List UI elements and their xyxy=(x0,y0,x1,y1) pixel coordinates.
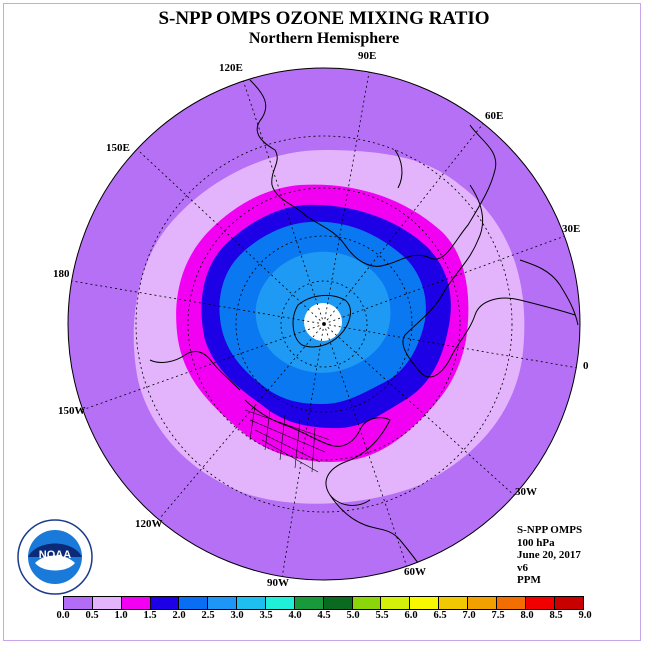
colorbar-segment xyxy=(150,597,180,609)
colorbar-tick-label: 0.0 xyxy=(56,610,70,621)
colorbar-segment xyxy=(64,597,93,609)
central-america-coastline xyxy=(329,494,431,580)
info-date: June 20, 2017 xyxy=(517,549,581,561)
info-version: v6 xyxy=(517,561,528,574)
colorbar-tick-label: 3.0 xyxy=(230,610,244,621)
colorbar-segment xyxy=(208,597,238,609)
colorbar-tick-label: 7.5 xyxy=(491,610,505,621)
colorbar-tick-label: 1.0 xyxy=(114,610,128,621)
info-level: 100 hPa xyxy=(517,536,555,549)
usa-state-grid xyxy=(244,404,331,473)
logo-text: NOAA xyxy=(39,549,71,561)
colorbar-segment xyxy=(266,597,295,609)
colorbar-segment xyxy=(121,597,151,609)
lon-label-60w: 60W xyxy=(404,566,426,578)
colorbar-tick-label: 8.5 xyxy=(549,610,563,621)
africa-coastline xyxy=(519,259,579,326)
alaska-coastline xyxy=(149,351,241,391)
colorbar-tick-label: 2.5 xyxy=(201,610,215,621)
colorbar-segment xyxy=(525,597,555,609)
colorbar-segment xyxy=(496,597,526,609)
figure-frame xyxy=(3,3,641,641)
lon-label-120w: 120W xyxy=(135,518,163,530)
colorbar xyxy=(63,596,585,610)
colorbar-tick-label: 5.0 xyxy=(346,610,360,621)
colorbar-tick-label: 8.0 xyxy=(520,610,534,621)
info-instrument: S-NPP OMPS xyxy=(517,524,583,536)
colorbar-segment xyxy=(237,597,267,609)
lon-label-150e: 150E xyxy=(106,142,130,154)
colorbar-tick-label: 3.5 xyxy=(259,610,273,621)
noaa-logo: NOAA xyxy=(17,519,93,595)
latitude-circles xyxy=(135,135,513,513)
lon-label-150w: 150W xyxy=(58,405,86,417)
lon-label-30w: 30W xyxy=(515,486,537,498)
colorbar-segment xyxy=(410,597,440,609)
map-title: S-NPP OMPS OZONE MIXING RATIO xyxy=(158,8,490,29)
map-subtitle: Northern Hemisphere xyxy=(248,30,400,47)
colorbar-tick-label: 5.5 xyxy=(375,610,389,621)
info-units: PPM xyxy=(517,574,541,586)
lon-label-0: 0 xyxy=(583,360,589,372)
lon-label-180: 180 xyxy=(53,268,70,280)
colorbar-tick-label: 2.0 xyxy=(172,610,186,621)
colorbar-segment xyxy=(294,597,324,609)
colorbar-tick-label: 7.0 xyxy=(462,610,476,621)
greenland-coastline xyxy=(292,294,351,348)
colorbar-tick-label: 1.5 xyxy=(143,610,157,621)
lon-label-90e: 90E xyxy=(358,50,377,62)
colorbar-tick-label: 4.0 xyxy=(288,610,302,621)
colorbar-segment xyxy=(92,597,122,609)
map-border xyxy=(67,67,581,581)
colorbar-segment xyxy=(352,597,382,609)
colorbar-tick-label: 9.0 xyxy=(578,610,592,621)
info-panel: S-NPP OMPS 100 hPa June 20, 2017 v6 PPM xyxy=(517,524,582,587)
colorbar-segment xyxy=(468,597,497,609)
colorbar-tick-label: 6.0 xyxy=(404,610,418,621)
colorbar-tick-label: 0.5 xyxy=(85,610,99,621)
lon-label-90w: 90W xyxy=(267,577,289,589)
colorbar-tick-label: 4.5 xyxy=(317,610,331,621)
lon-label-30e: 30E xyxy=(562,223,581,235)
asia-coastline xyxy=(249,79,497,267)
lon-label-120e: 120E xyxy=(219,62,243,74)
colorbar-segment xyxy=(554,597,584,609)
north-america-coastline xyxy=(244,399,391,506)
colorbar-segment xyxy=(323,597,353,609)
lon-label-60e: 60E xyxy=(485,110,504,122)
europe-coastline xyxy=(402,184,576,378)
colorbar-segment xyxy=(179,597,209,609)
colorbar-segment xyxy=(439,597,469,609)
japan-coastline xyxy=(394,149,403,189)
coastlines xyxy=(149,79,579,580)
colorbar-segment xyxy=(381,597,411,609)
colorbar-tick-label: 6.5 xyxy=(433,610,447,621)
meridian-lines xyxy=(71,68,579,579)
